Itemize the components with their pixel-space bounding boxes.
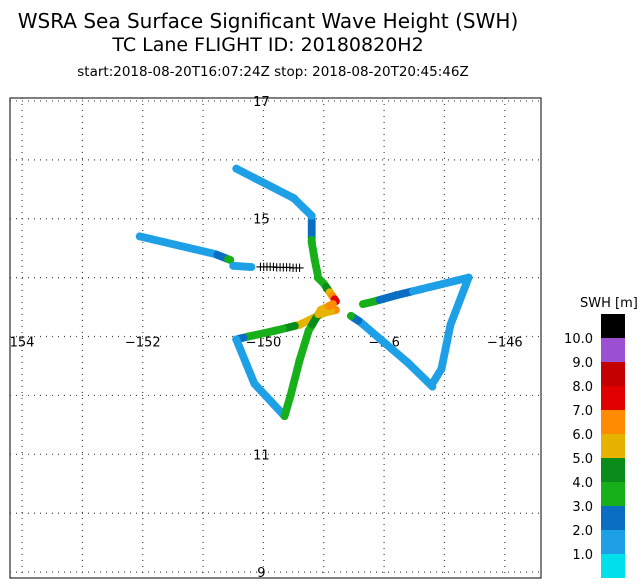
colorbar-swatch xyxy=(601,506,625,530)
swh-data-point xyxy=(226,255,235,264)
no-data-marker: + xyxy=(294,261,305,276)
colorbar-swatch xyxy=(601,386,625,410)
no-data-marker: + xyxy=(288,261,299,276)
swh-data-point xyxy=(307,211,316,220)
no-data-marker: + xyxy=(278,261,289,276)
colorbar-tick-label: 10.0 xyxy=(564,332,593,347)
y-tick-label: 9 xyxy=(257,566,265,581)
colorbar-tick-label: 5.0 xyxy=(572,452,593,467)
colorbar-tick-label: 6.0 xyxy=(572,428,593,443)
no-data-marker: + xyxy=(284,261,295,276)
colorbar-swatch xyxy=(601,314,625,338)
x-tick-label: −152 xyxy=(125,336,161,351)
colorbar-tick-label: 9.0 xyxy=(572,356,593,371)
no-data-marker: + xyxy=(255,260,266,275)
y-tick-label: 15 xyxy=(253,213,270,228)
plot-frame xyxy=(9,97,542,579)
colorbar-swatch xyxy=(601,362,625,386)
colorbar-swatch xyxy=(601,482,625,506)
swh-data-point xyxy=(247,263,256,272)
colorbar-tick-label: 1.0 xyxy=(572,548,593,563)
y-tick-label: 17 xyxy=(253,95,270,110)
no-data-marker: + xyxy=(291,261,302,276)
colorbar-swatch xyxy=(601,554,625,578)
colorbar-tick-labels: 1.0 2.0 3.0 4.0 5.0 6.0 7.0 8.0 9.0 10.0 xyxy=(564,332,593,563)
colorbar-label: SWH [m] xyxy=(580,296,638,311)
time-range: start:2018-08-20T16:07:24Z stop: 2018-08… xyxy=(77,64,468,80)
no-data-marker: + xyxy=(261,260,272,275)
colorbar-tick-label: 4.0 xyxy=(572,476,593,491)
colorbar-swatches xyxy=(601,314,625,578)
colorbar-swatch xyxy=(601,458,625,482)
colorbar: SWH [m] 1.0 2.0 3.0 4.0 5.0 6.0 7.0 8.0 9.0 10.0 xyxy=(564,296,638,578)
flight-tracks xyxy=(135,164,473,421)
colorbar-swatch xyxy=(601,434,625,458)
chart-subtitle: TC Lane FLIGHT ID: 20180820H2 xyxy=(111,34,423,56)
no-data-markers: +++++++++++++ xyxy=(255,260,305,276)
colorbar-swatch xyxy=(601,410,625,434)
colorbar-swatch xyxy=(601,338,625,362)
swh-data-point xyxy=(346,311,355,320)
no-data-marker: + xyxy=(265,260,276,275)
no-data-marker: + xyxy=(281,261,292,276)
x-tick-label: −150 xyxy=(246,336,282,351)
no-data-marker: + xyxy=(268,260,279,275)
no-data-marker: + xyxy=(275,260,286,275)
colorbar-tick-label: 7.0 xyxy=(572,404,593,419)
no-data-marker: + xyxy=(258,260,269,275)
y-tick-label: 11 xyxy=(253,448,270,463)
x-tick-label: 154 xyxy=(10,336,35,351)
colorbar-swatch xyxy=(601,530,625,554)
x-tick-label: −146 xyxy=(487,336,523,351)
no-data-marker: + xyxy=(271,260,282,275)
swh-data-point xyxy=(328,300,337,309)
colorbar-tick-label: 3.0 xyxy=(572,500,593,515)
colorbar-tick-label: 2.0 xyxy=(572,524,593,539)
colorbar-tick-label: 8.0 xyxy=(572,380,593,395)
chart-title: WSRA Sea Surface Significant Wave Height… xyxy=(18,9,519,33)
